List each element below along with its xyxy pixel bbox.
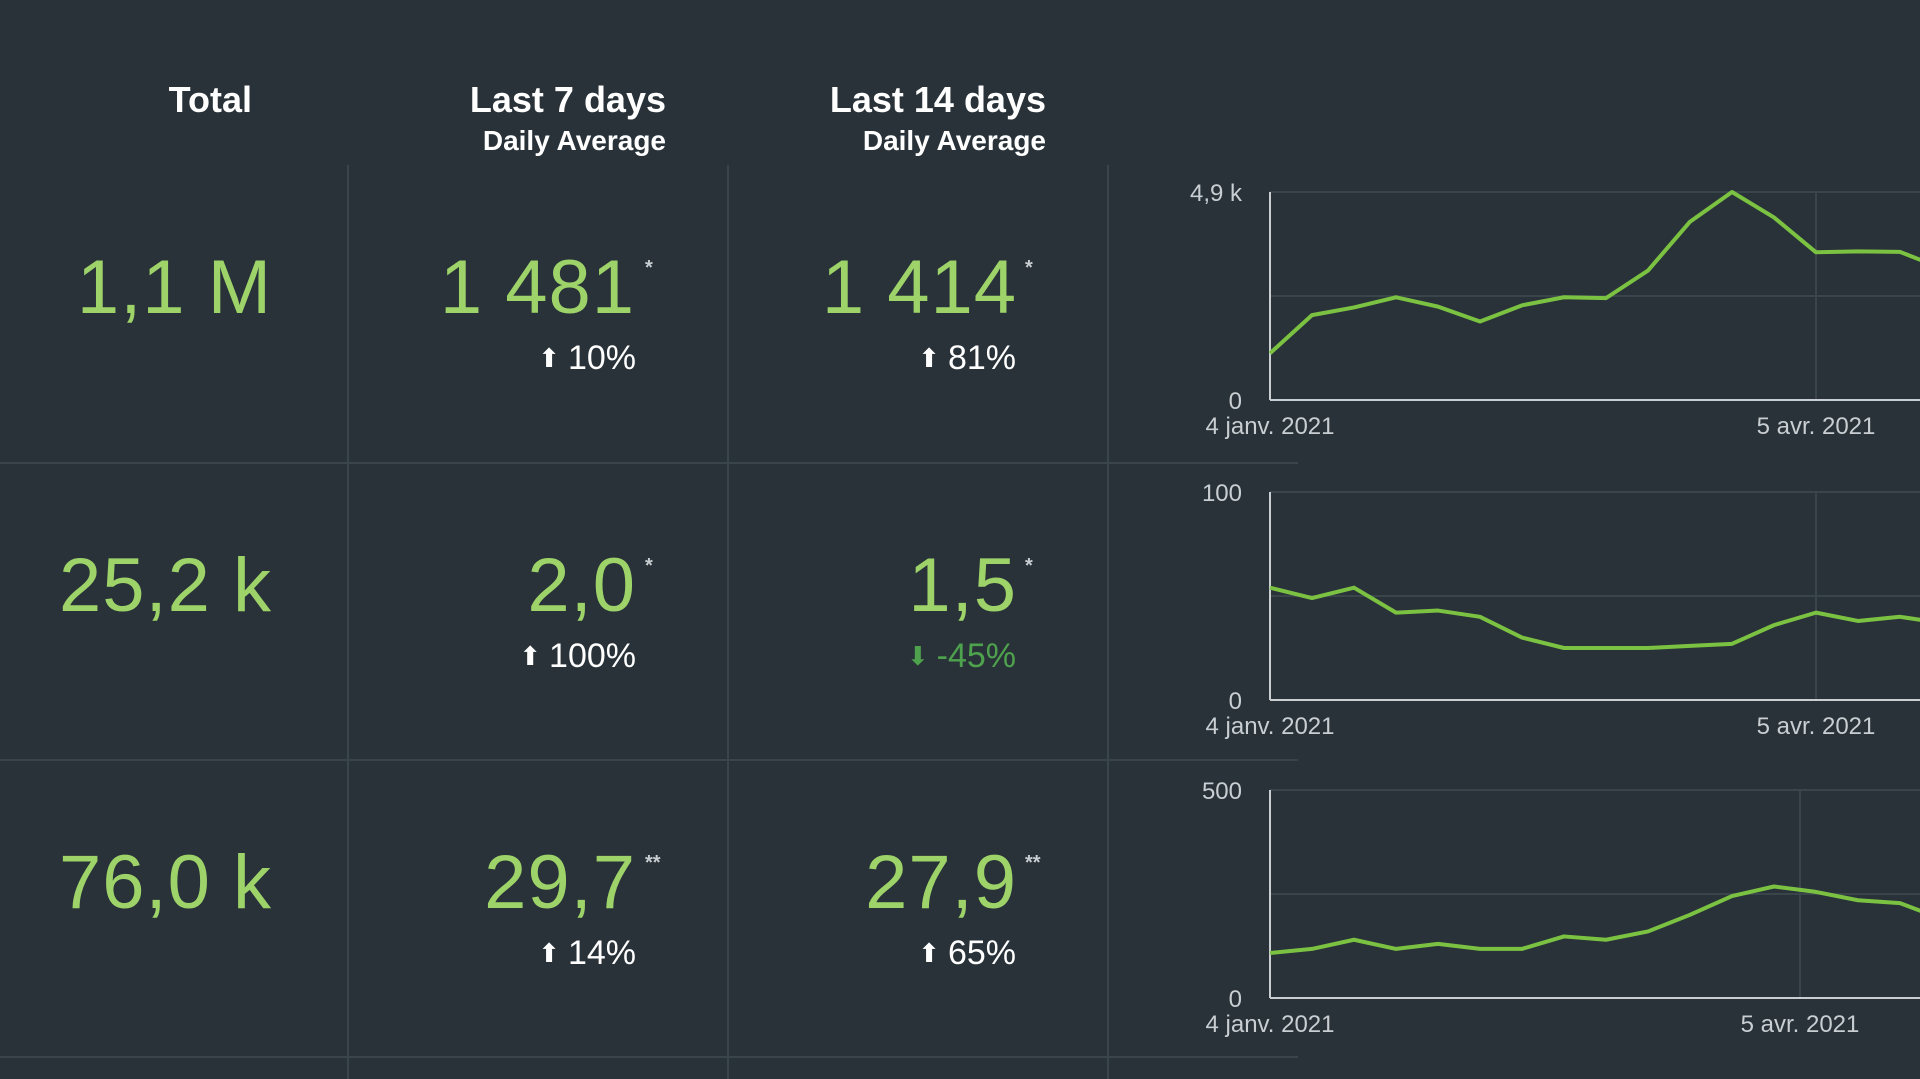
row2-delta7: ⬆ 100% bbox=[420, 636, 636, 676]
row2-delta14-value: -45% bbox=[936, 637, 1016, 675]
header-last14-label: Last 14 days bbox=[829, 79, 1046, 120]
x-tick-label: 5 avr. 2021 bbox=[1741, 1011, 1860, 1038]
trend-chart-2-svg: 0 100 4 janv. 2021 5 avr. 2021 bbox=[1202, 480, 1920, 740]
row1-avg14-mark: * bbox=[1025, 257, 1033, 279]
y-tick-label-min: 0 bbox=[1229, 388, 1242, 415]
row3-avg14-mark: ** bbox=[1025, 852, 1041, 874]
row2-avg14-mark: * bbox=[1025, 555, 1033, 577]
row1-avg14: 1 414 bbox=[821, 245, 1017, 330]
x-tick-label: 4 janv. 2021 bbox=[1206, 413, 1335, 440]
y-tick-label-max: 500 bbox=[1202, 778, 1242, 805]
divider-row-3 bbox=[0, 1056, 1298, 1058]
arrow-up-icon: ⬆ bbox=[918, 343, 940, 373]
trend-chart-3: 0 500 4 janv. 2021 5 avr. 2021 bbox=[1150, 768, 1920, 1048]
row3-delta7: ⬆ 14% bbox=[420, 933, 636, 973]
divider-col-1 bbox=[347, 165, 349, 1079]
header-total-label: Total bbox=[168, 79, 252, 120]
row1-avg7: 1 481 bbox=[439, 245, 635, 330]
row3-total: 76,0 k bbox=[58, 840, 272, 925]
series-line bbox=[1268, 190, 1920, 355]
row3-delta14-value: 65% bbox=[947, 934, 1016, 972]
row2-delta14: ⬇ -45% bbox=[800, 636, 1016, 676]
row1-delta7-value: 10% bbox=[567, 339, 636, 377]
y-tick-label-max: 100 bbox=[1202, 480, 1242, 507]
row3-avg7: 29,7 bbox=[484, 840, 636, 925]
trend-chart-3-svg: 0 500 4 janv. 2021 5 avr. 2021 bbox=[1202, 778, 1920, 1038]
header-total: Total bbox=[60, 78, 252, 122]
series-line bbox=[1269, 884, 1920, 956]
header-last7-label: Last 7 days bbox=[469, 79, 666, 120]
trend-chart-1-svg: 0 4,9 k 4 janv. 2021 5 avr. 2021 bbox=[1190, 180, 1920, 440]
divider-row-2 bbox=[0, 759, 1298, 761]
header-last14-sub: Daily Average bbox=[862, 125, 1046, 156]
y-tick-label-min: 0 bbox=[1229, 986, 1242, 1013]
x-tick-label: 4 janv. 2021 bbox=[1206, 713, 1335, 740]
row2-avg14: 1,5 bbox=[908, 543, 1017, 628]
row3-delta7-value: 14% bbox=[567, 934, 636, 972]
divider-row-1 bbox=[0, 462, 1298, 464]
header-last7: Last 7 days Daily Average bbox=[380, 78, 666, 160]
trend-chart-1: 0 4,9 k 4 janv. 2021 5 avr. 2021 bbox=[1150, 170, 1920, 450]
divider-col-3 bbox=[1107, 165, 1109, 1079]
x-tick-label: 5 avr. 2021 bbox=[1757, 713, 1876, 740]
trend-chart-2: 0 100 4 janv. 2021 5 avr. 2021 bbox=[1150, 470, 1920, 750]
x-tick-label: 4 janv. 2021 bbox=[1206, 1011, 1335, 1038]
x-tick-label: 5 avr. 2021 bbox=[1757, 413, 1876, 440]
row3-avg7-mark: ** bbox=[645, 852, 661, 874]
row2-avg7-mark: * bbox=[645, 555, 653, 577]
series-line bbox=[1269, 585, 1920, 650]
arrow-up-icon: ⬆ bbox=[538, 938, 560, 968]
row1-total: 1,1 M bbox=[76, 245, 272, 330]
row3-avg14: 27,9 bbox=[865, 840, 1017, 925]
header-last7-sub: Daily Average bbox=[482, 125, 666, 156]
divider-col-2 bbox=[727, 165, 729, 1079]
header-last14: Last 14 days Daily Average bbox=[760, 78, 1046, 160]
y-tick-label-min: 0 bbox=[1229, 688, 1242, 715]
row2-delta7-value: 100% bbox=[549, 637, 636, 675]
row2-total: 25,2 k bbox=[58, 543, 272, 628]
arrow-up-icon: ⬆ bbox=[519, 641, 542, 671]
row1-delta14-value: 81% bbox=[947, 339, 1016, 377]
row3-delta14: ⬆ 65% bbox=[800, 933, 1016, 973]
arrow-down-icon: ⬇ bbox=[906, 641, 929, 671]
arrow-up-icon: ⬆ bbox=[918, 938, 940, 968]
row1-delta7: ⬆ 10% bbox=[420, 338, 636, 378]
arrow-up-icon: ⬆ bbox=[538, 343, 560, 373]
row1-avg7-mark: * bbox=[645, 257, 653, 279]
row1-delta14: ⬆ 81% bbox=[800, 338, 1016, 378]
row2-avg7: 2,0 bbox=[527, 543, 636, 628]
y-tick-label-max: 4,9 k bbox=[1190, 180, 1243, 207]
